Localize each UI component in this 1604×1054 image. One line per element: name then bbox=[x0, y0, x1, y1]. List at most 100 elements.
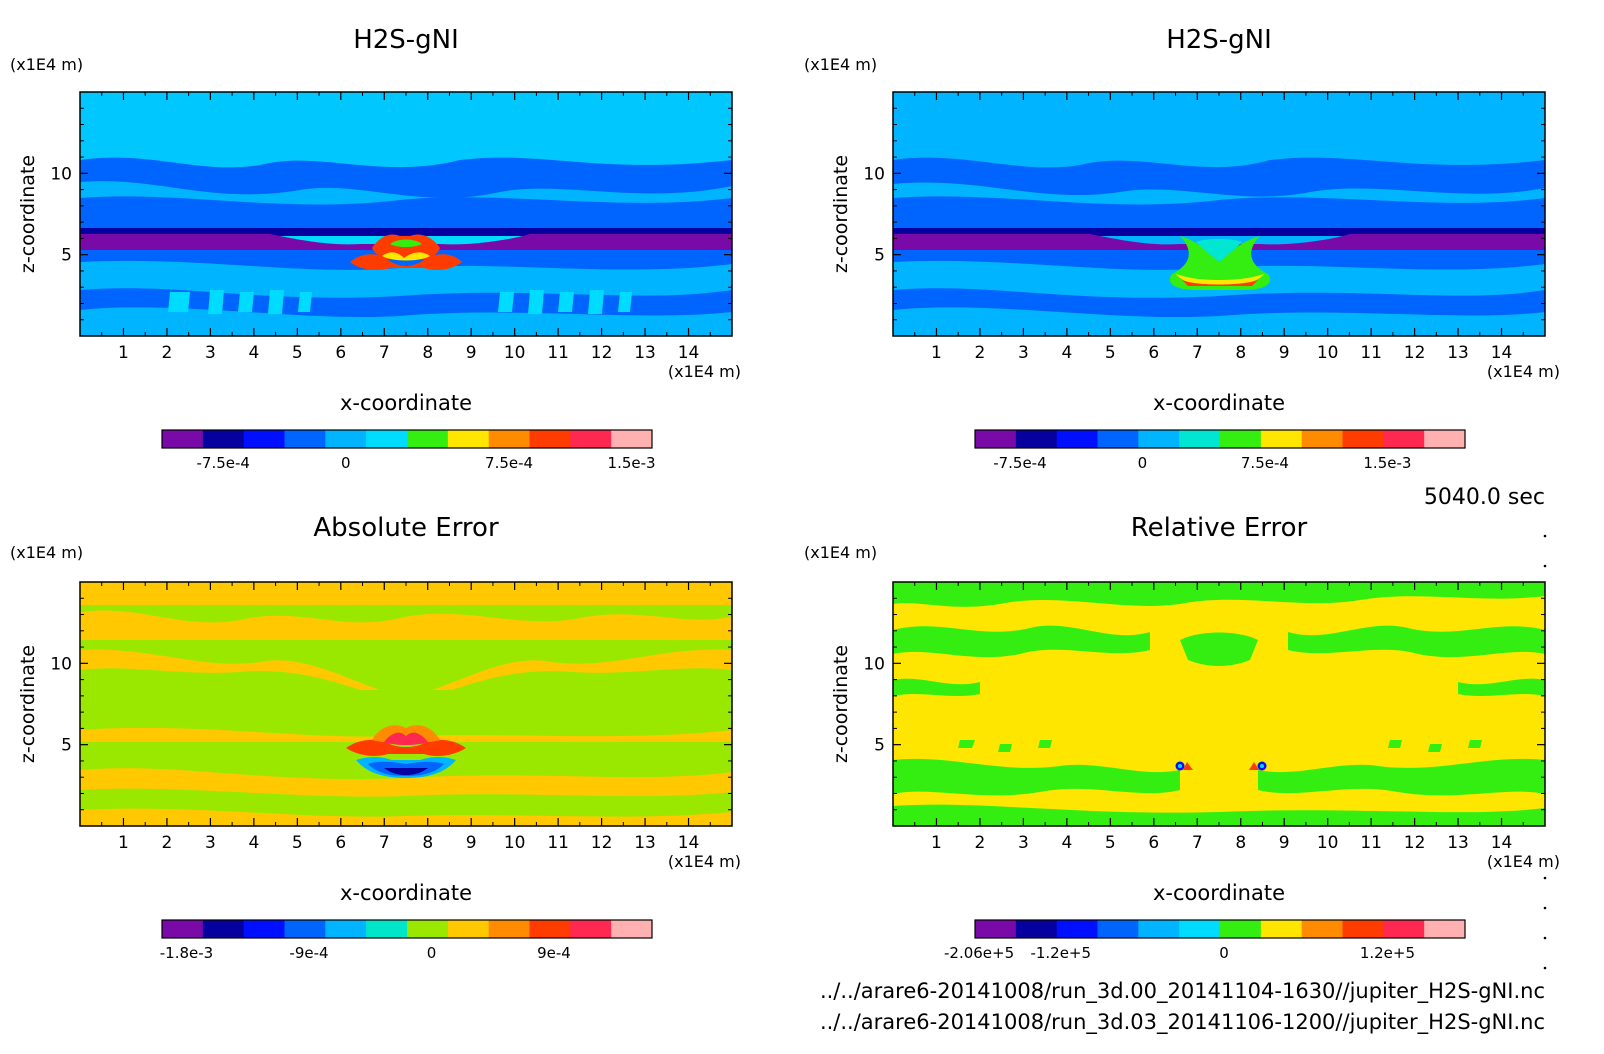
x-tick-label: 2 bbox=[975, 343, 986, 363]
colorbar-label: 0 bbox=[427, 944, 437, 962]
colorbar-swatch bbox=[1015, 430, 1058, 448]
x-tick-label: 4 bbox=[248, 833, 259, 853]
heatmap-field bbox=[80, 92, 732, 336]
x-unit-label: (x1E4 m) bbox=[1487, 362, 1560, 381]
x-tick-label: 11 bbox=[1360, 343, 1382, 363]
colorbar-label: -7.5e-4 bbox=[197, 454, 250, 472]
x-tick-label: 2 bbox=[162, 343, 173, 363]
colorbar-label: 7.5e-4 bbox=[485, 454, 533, 472]
colorbar-frame bbox=[974, 429, 1466, 449]
x-tick-label: 9 bbox=[1279, 833, 1290, 853]
x-tick-label: 1 bbox=[931, 833, 942, 853]
y-unit-label: (x1E4 m) bbox=[804, 543, 877, 562]
colorbar: -7.5e-4 0 7.5e-4 1.5e-3 bbox=[161, 429, 656, 472]
y-axis-label: z-coordinate bbox=[17, 645, 39, 763]
y-axis-label: z-coordinate bbox=[17, 155, 39, 273]
y-unit-label: (x1E4 m) bbox=[10, 55, 83, 74]
colorbar-swatch bbox=[325, 920, 367, 938]
colorbar-swatch bbox=[1342, 920, 1384, 938]
colorbar-swatch bbox=[611, 430, 653, 448]
x-tick-label: 1 bbox=[931, 343, 942, 363]
colorbar-label: -1.2e+5 bbox=[1030, 944, 1091, 962]
x-tick-label: 8 bbox=[422, 833, 433, 853]
colorbar-swatch bbox=[1342, 430, 1384, 448]
colorbar-swatch bbox=[529, 430, 571, 448]
x-tick-label: 14 bbox=[678, 343, 700, 363]
y-axis-label: z-coordinate bbox=[830, 155, 852, 273]
colorbar-label: -7.5e-4 bbox=[993, 454, 1046, 472]
file-path-1: ../../arare6-20141008/run_3d.00_20141104… bbox=[820, 979, 1545, 1004]
x-tick-label: 11 bbox=[547, 833, 569, 853]
colorbar-label: 1.5e-3 bbox=[1363, 454, 1411, 472]
x-tick-label: 4 bbox=[248, 343, 259, 363]
x-tick-label: 13 bbox=[1447, 833, 1469, 853]
panel-relative-error: Relative Error (x1E4 m) 1 2 3 4 5 6 7 8 9 10 11 12 1… bbox=[804, 513, 1560, 962]
x-tick-label: 14 bbox=[678, 833, 700, 853]
x-tick-label: 8 bbox=[1235, 343, 1246, 363]
colorbar-swatch bbox=[529, 920, 571, 938]
y-tick-label: 5 bbox=[874, 246, 885, 266]
x-axis-label: x-coordinate bbox=[1153, 391, 1285, 415]
colorbar-swatch bbox=[611, 920, 653, 938]
colorbar-label: 0 bbox=[1219, 944, 1229, 962]
colorbar-swatch bbox=[1424, 920, 1466, 938]
colorbar: -2.06e+5 -1.2e+5 0 1.2e+5 bbox=[944, 919, 1466, 962]
colorbar-label: -2.06e+5 bbox=[944, 944, 1014, 962]
y-tick-label: 5 bbox=[61, 246, 72, 266]
colorbar-label: 1.5e-3 bbox=[608, 454, 656, 472]
colorbar-label: 0 bbox=[341, 454, 351, 472]
panel-absolute-error: Absolute Error (x1E4 m) 1 2 3 4 5 6 7 8 9 10 11 12 1… bbox=[10, 513, 741, 962]
x-tick-label: 1 bbox=[118, 833, 129, 853]
colorbar-label: 9e-4 bbox=[537, 944, 571, 962]
x-tick-label: 3 bbox=[205, 343, 216, 363]
colorbar-swatch bbox=[1097, 430, 1139, 448]
x-tick-label: 2 bbox=[162, 833, 173, 853]
timestamp: 5040.0 sec bbox=[1424, 485, 1545, 510]
colorbar-swatch bbox=[1301, 920, 1343, 938]
y-axis-label: z-coordinate bbox=[830, 645, 852, 763]
x-axis-label: x-coordinate bbox=[340, 881, 472, 905]
y-tick-label: 10 bbox=[50, 654, 72, 674]
x-tick-label: 4 bbox=[1061, 833, 1072, 853]
colorbar-frame bbox=[161, 919, 653, 939]
colorbar-frame bbox=[974, 919, 1466, 939]
margin-dots bbox=[1543, 534, 1547, 970]
y-unit-label: (x1E4 m) bbox=[804, 55, 877, 74]
panel-title: H2S-gNI bbox=[353, 25, 459, 55]
x-tick-label: 6 bbox=[1148, 833, 1159, 853]
x-unit-label: (x1E4 m) bbox=[668, 852, 741, 871]
panel-title: H2S-gNI bbox=[1166, 25, 1272, 55]
colorbar-swatch bbox=[1220, 920, 1262, 938]
x-tick-label: 5 bbox=[1105, 343, 1116, 363]
colorbar-label: -1.8e-3 bbox=[160, 944, 213, 962]
y-tick-label: 5 bbox=[874, 736, 885, 756]
x-tick-label: 3 bbox=[1018, 343, 1029, 363]
colorbar-swatch bbox=[1056, 920, 1098, 938]
y-tick-label: 5 bbox=[61, 736, 72, 756]
panel-title: Relative Error bbox=[1131, 513, 1308, 543]
colorbar-swatch bbox=[243, 430, 285, 448]
x-axis-label: x-coordinate bbox=[340, 391, 472, 415]
colorbar-swatch bbox=[284, 430, 326, 448]
x-tick-label: 3 bbox=[205, 833, 216, 853]
colorbar-swatch bbox=[975, 430, 1017, 448]
colorbar-swatch bbox=[162, 920, 204, 938]
colorbar-swatch bbox=[488, 920, 530, 938]
x-tick-label: 14 bbox=[1491, 343, 1513, 363]
colorbar-label: 7.5e-4 bbox=[1241, 454, 1289, 472]
y-unit-label: (x1E4 m) bbox=[10, 543, 83, 562]
colorbar: -1.8e-3 -9e-4 0 9e-4 bbox=[160, 919, 653, 962]
colorbar-swatch bbox=[488, 430, 530, 448]
colorbar-swatch bbox=[1138, 920, 1180, 938]
x-axis-label: x-coordinate bbox=[1153, 881, 1285, 905]
x-tick-label: 4 bbox=[1061, 343, 1072, 363]
heatmap-field bbox=[893, 92, 1545, 336]
heatmap-field bbox=[893, 582, 1545, 826]
colorbar-swatch bbox=[570, 430, 612, 448]
x-tick-label: 7 bbox=[1192, 343, 1203, 363]
colorbar-swatch bbox=[1015, 920, 1058, 938]
colorbar-label: 1.2e+5 bbox=[1360, 944, 1415, 962]
x-tick-label: 13 bbox=[1447, 343, 1469, 363]
